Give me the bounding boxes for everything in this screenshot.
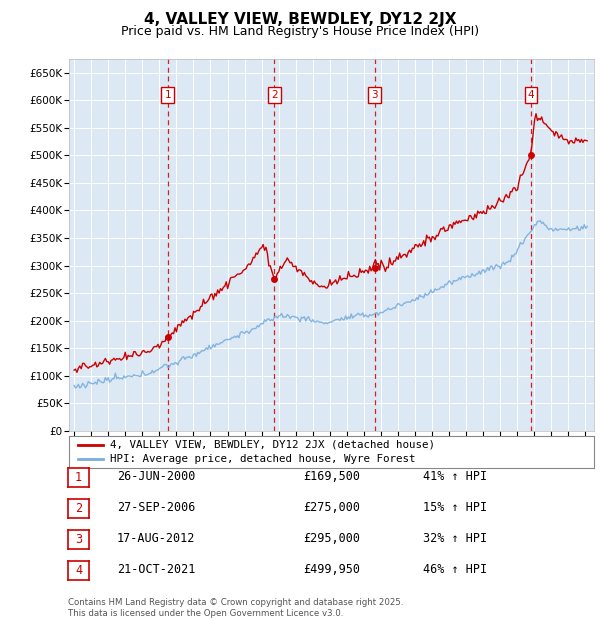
Text: HPI: Average price, detached house, Wyre Forest: HPI: Average price, detached house, Wyre…	[110, 454, 415, 464]
Text: 4, VALLEY VIEW, BEWDLEY, DY12 2JX (detached house): 4, VALLEY VIEW, BEWDLEY, DY12 2JX (detac…	[110, 440, 435, 450]
Text: £169,500: £169,500	[303, 470, 360, 482]
Text: 3: 3	[75, 533, 82, 546]
Text: 32% ↑ HPI: 32% ↑ HPI	[423, 532, 487, 544]
Text: 3: 3	[371, 90, 378, 100]
Text: 21-OCT-2021: 21-OCT-2021	[117, 563, 196, 575]
Text: 4, VALLEY VIEW, BEWDLEY, DY12 2JX: 4, VALLEY VIEW, BEWDLEY, DY12 2JX	[144, 12, 456, 27]
Text: Contains HM Land Registry data © Crown copyright and database right 2025.
This d: Contains HM Land Registry data © Crown c…	[68, 598, 404, 618]
Text: 15% ↑ HPI: 15% ↑ HPI	[423, 501, 487, 513]
Text: £499,950: £499,950	[303, 563, 360, 575]
Text: 4: 4	[527, 90, 534, 100]
Text: 41% ↑ HPI: 41% ↑ HPI	[423, 470, 487, 482]
Text: 4: 4	[75, 564, 82, 577]
Text: £275,000: £275,000	[303, 501, 360, 513]
Text: 1: 1	[164, 90, 171, 100]
Text: 2: 2	[271, 90, 278, 100]
Text: 17-AUG-2012: 17-AUG-2012	[117, 532, 196, 544]
Text: 27-SEP-2006: 27-SEP-2006	[117, 501, 196, 513]
Text: 2: 2	[75, 502, 82, 515]
Text: 46% ↑ HPI: 46% ↑ HPI	[423, 563, 487, 575]
Text: £295,000: £295,000	[303, 532, 360, 544]
Text: Price paid vs. HM Land Registry's House Price Index (HPI): Price paid vs. HM Land Registry's House …	[121, 25, 479, 38]
Text: 26-JUN-2000: 26-JUN-2000	[117, 470, 196, 482]
Text: 1: 1	[75, 471, 82, 484]
